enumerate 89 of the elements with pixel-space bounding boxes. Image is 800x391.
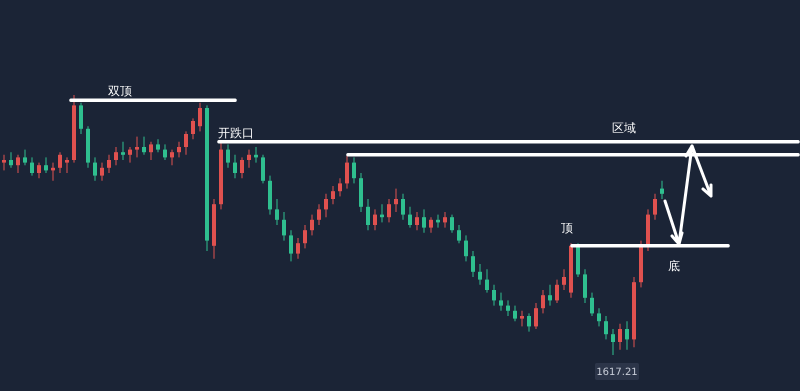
candlestick [408,206,412,228]
candlestick [548,284,552,306]
ref-line-label: 双顶 [108,84,132,98]
candlestick [65,156,69,174]
candlestick [191,118,195,140]
candlestick [499,292,503,312]
candlestick [296,238,300,260]
candlestick [618,323,622,350]
candlestick [233,154,237,179]
candlestick [9,152,13,168]
candlestick [541,290,545,314]
candlestick [506,300,510,316]
candlestick [93,156,97,182]
candlestick [583,268,587,304]
candlestick [37,162,41,179]
candlestick [121,141,125,160]
candlestick [401,193,405,220]
candlestick [513,305,517,322]
candlestick [324,193,328,218]
candlestick [114,146,118,166]
candlestick [492,284,496,306]
candlestick [303,224,307,249]
candlestick [240,156,244,179]
candlestick [149,141,153,160]
candlestick [247,149,251,168]
candlestick [373,208,377,231]
candlestick [156,138,160,153]
candlestick [555,279,559,304]
candlestick [16,154,20,174]
candlestick [226,144,230,168]
candlestick [100,162,104,182]
candlestick [198,102,202,132]
text: 底 [668,259,680,273]
candlestick [366,198,370,231]
candlestick [23,149,27,166]
candlestick [471,250,475,278]
candlestick [450,214,454,234]
candlestick [562,268,566,290]
candlestick [44,156,48,174]
candlestick [30,156,34,176]
candlestick [135,136,139,158]
candlestick [58,152,62,174]
candlestick [520,310,524,327]
candlestick [590,292,594,316]
candlestick [352,156,356,184]
candlestick [387,198,391,223]
candlestick [331,186,335,205]
candlestick [338,178,342,197]
candlestick [184,130,188,156]
annotation: 区域 [612,121,636,135]
candlestick [422,208,426,234]
candlestick [415,212,419,231]
candlestick [527,312,531,332]
candlestick [177,141,181,158]
candlestick [429,216,433,234]
candlestick [604,316,608,340]
candlestick [653,193,657,220]
candlestick [107,154,111,174]
candlestick [282,212,286,242]
candlestick [289,230,293,262]
candlestick [660,180,664,200]
candlestick [310,214,314,236]
candlestick [478,264,482,286]
candlestick [261,154,265,184]
candlestick [317,204,321,226]
candlestick [611,328,615,355]
candlestick [597,308,601,327]
candlestick [163,144,167,160]
candlestick [142,136,146,156]
candlestick [457,224,461,244]
candlestick [436,214,440,228]
candlestick [254,146,258,164]
candlestick [380,204,384,223]
text: 1617.21 [596,367,638,378]
ref-line-label: 顶 [561,220,573,235]
candlestick [394,188,398,212]
candlestick [534,302,538,330]
candlestick [625,320,629,350]
candlestick [345,154,349,190]
candlestick [51,162,55,182]
candlestick [464,234,468,262]
candlestick [2,154,6,171]
ref-line-label: 开跌口 [218,126,254,140]
candlestick [485,268,489,294]
candlestick [170,149,174,166]
candlestick [79,102,83,134]
candlestick [275,198,279,226]
candlestick [128,146,132,164]
candlestick [443,212,447,228]
